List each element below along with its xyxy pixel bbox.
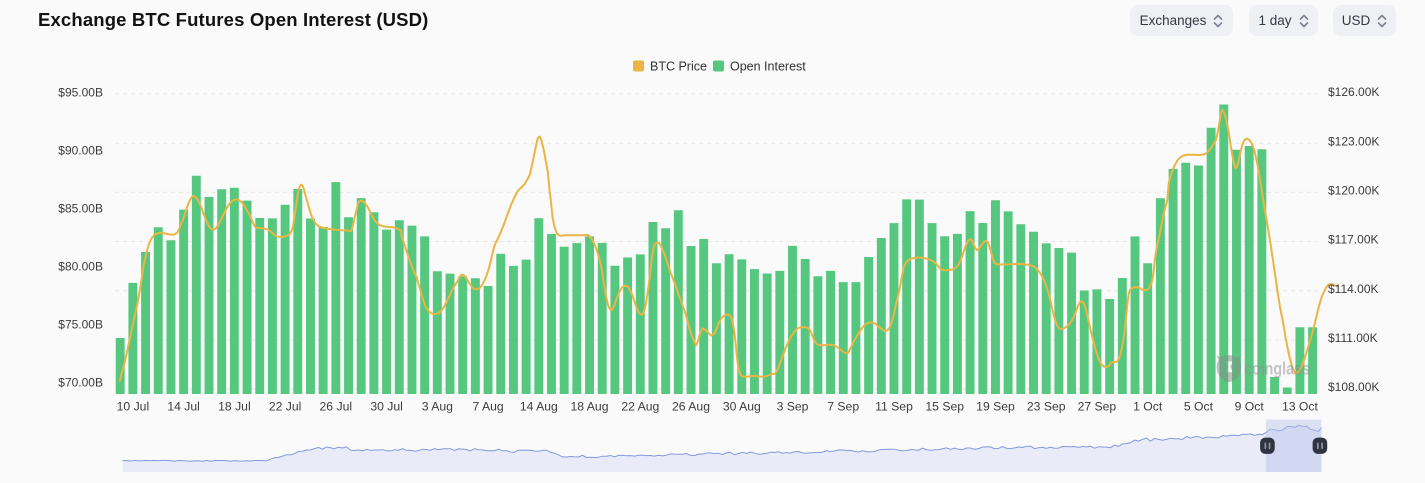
svg-text:30 Jul: 30 Jul: [370, 400, 403, 414]
svg-text:14 Aug: 14 Aug: [520, 400, 558, 414]
svg-text:10 Jul: 10 Jul: [117, 400, 150, 414]
svg-text:13 Oct: 13 Oct: [1282, 400, 1319, 414]
svg-text:18 Jul: 18 Jul: [218, 400, 251, 414]
svg-text:Open Interest: Open Interest: [730, 60, 806, 74]
svg-text:15 Sep: 15 Sep: [925, 400, 964, 414]
svg-text:3 Aug: 3 Aug: [422, 400, 453, 414]
svg-text:$120.00K: $120.00K: [1328, 184, 1379, 198]
svg-text:22 Aug: 22 Aug: [621, 400, 659, 414]
svg-text:$117.00K: $117.00K: [1328, 233, 1379, 247]
svg-text:11 Sep: 11 Sep: [875, 400, 913, 414]
svg-text:14 Jul: 14 Jul: [167, 400, 200, 414]
svg-text:26 Aug: 26 Aug: [672, 400, 710, 414]
svg-text:26 Jul: 26 Jul: [320, 400, 353, 414]
svg-text:1 Oct: 1 Oct: [1133, 400, 1163, 414]
svg-text:7 Sep: 7 Sep: [827, 400, 859, 414]
svg-text:$111.00K: $111.00K: [1328, 331, 1378, 345]
svg-text:$70.00B: $70.00B: [58, 376, 103, 390]
svg-text:7 Aug: 7 Aug: [473, 400, 504, 414]
svg-text:BTC Price: BTC Price: [650, 60, 707, 74]
svg-text:30 Aug: 30 Aug: [723, 400, 761, 414]
svg-text:22 Jul: 22 Jul: [269, 400, 302, 414]
svg-text:$108.00K: $108.00K: [1328, 380, 1379, 394]
svg-text:27 Sep: 27 Sep: [1078, 400, 1117, 414]
svg-text:$95.00B: $95.00B: [58, 86, 103, 100]
svg-text:$85.00B: $85.00B: [58, 202, 103, 216]
svg-text:5 Oct: 5 Oct: [1184, 400, 1214, 414]
svg-text:3 Sep: 3 Sep: [777, 400, 809, 414]
svg-text:$126.00K: $126.00K: [1328, 85, 1379, 99]
svg-text:$114.00K: $114.00K: [1328, 282, 1379, 296]
svg-text:$90.00B: $90.00B: [58, 144, 103, 158]
svg-text:$80.00B: $80.00B: [58, 260, 103, 274]
svg-text:23 Sep: 23 Sep: [1027, 400, 1066, 414]
svg-text:$75.00B: $75.00B: [58, 318, 103, 332]
svg-text:$123.00K: $123.00K: [1328, 134, 1379, 148]
svg-text:coinglass: coinglass: [1244, 359, 1310, 379]
svg-text:19 Sep: 19 Sep: [976, 400, 1015, 414]
svg-text:18 Aug: 18 Aug: [571, 400, 609, 414]
svg-text:9 Oct: 9 Oct: [1235, 400, 1265, 414]
